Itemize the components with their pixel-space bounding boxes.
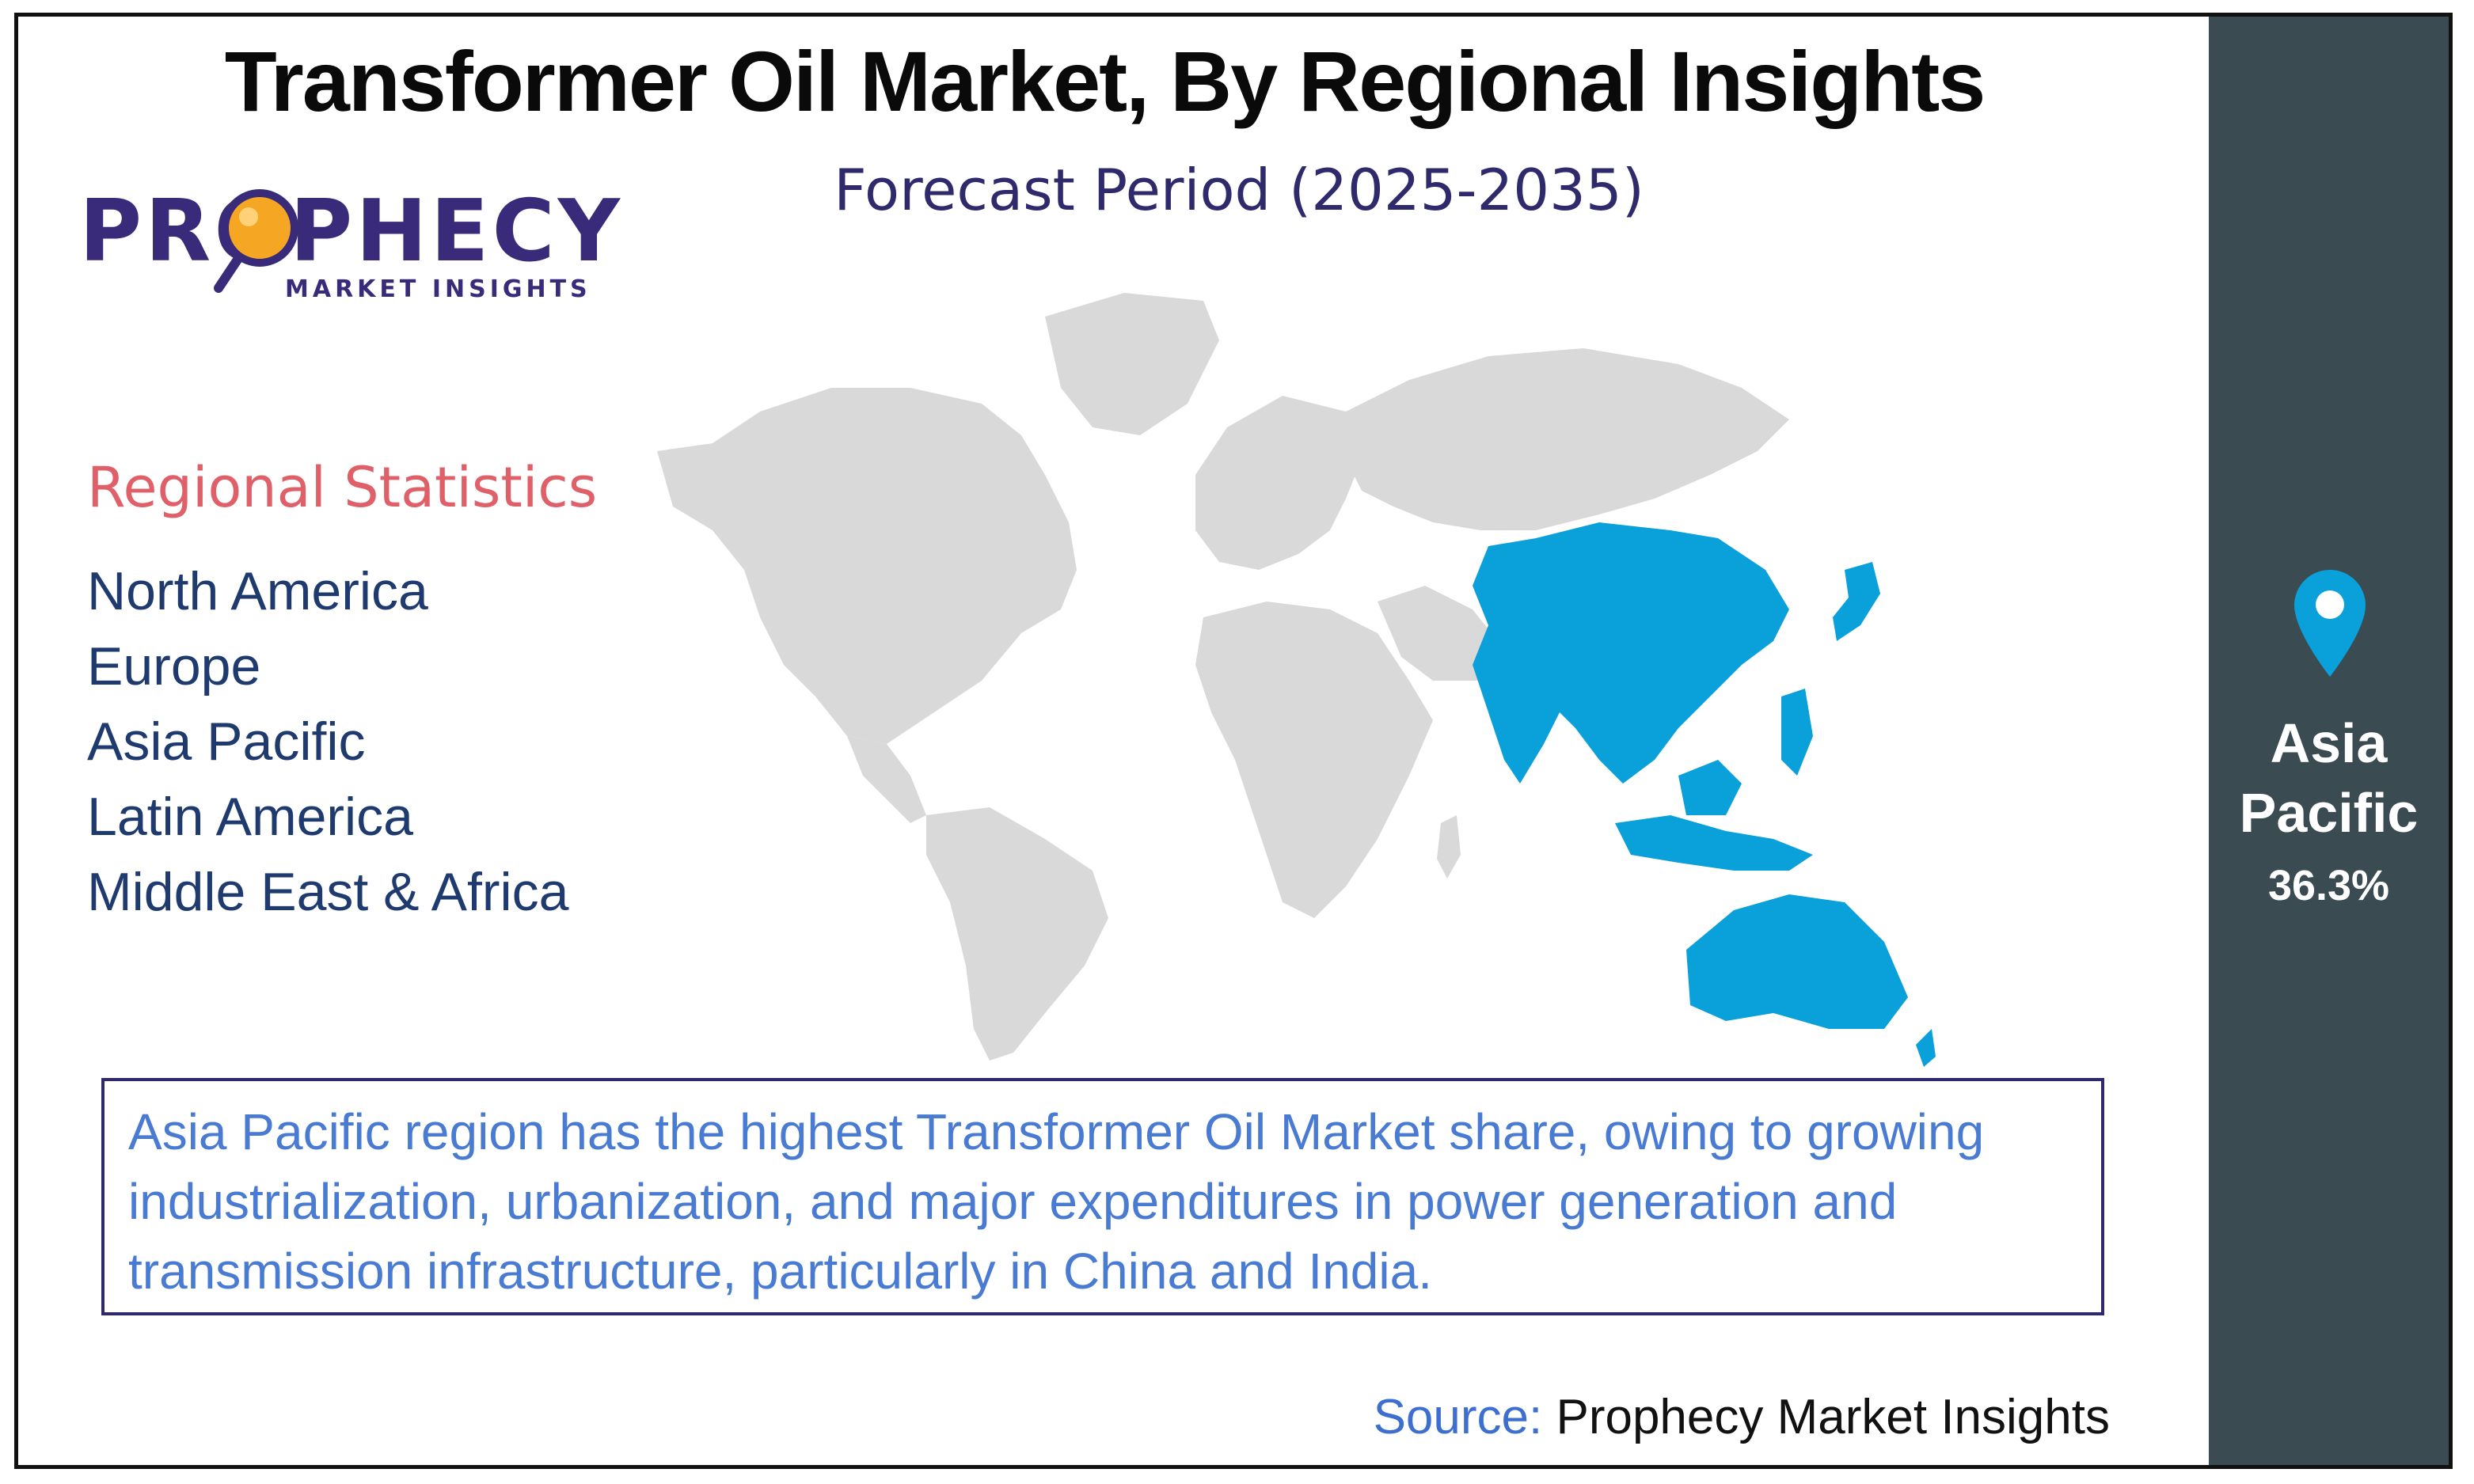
world-map	[657, 293, 1936, 1067]
map-greenland	[1045, 293, 1219, 435]
map-borneo	[1678, 760, 1742, 815]
map-europe	[1195, 396, 1362, 570]
map-central-america	[847, 736, 926, 823]
regional-statistics-heading: Regional Statistics	[87, 455, 598, 520]
map-middle-east	[1378, 586, 1504, 681]
logo-tagline: MARKET INSIGHTS	[285, 275, 591, 303]
source-label: Source:	[1373, 1390, 1543, 1444]
map-new-zealand	[1916, 1029, 1936, 1067]
map-africa	[1195, 602, 1433, 918]
source-line: Source: Prophecy Market Insights	[1374, 1389, 2110, 1445]
map-north-america	[657, 388, 1077, 744]
logo-wordmark: PROPHECY	[79, 182, 623, 281]
highlight-region-name: Asia Pacific	[2239, 712, 2419, 844]
magnifier-icon	[214, 189, 298, 293]
sidebar-panel	[2209, 17, 2449, 1465]
map-south-america	[926, 807, 1108, 1061]
region-list: North America Europe Asia Pacific Latin …	[87, 554, 568, 930]
insight-note-text: Asia Pacific region has the highest Tran…	[128, 1103, 1985, 1300]
list-item: Europe	[87, 636, 261, 696]
list-item: Latin America	[87, 787, 413, 847]
map-japan	[1833, 562, 1880, 641]
insight-note-box: Asia Pacific region has the highest Tran…	[101, 1078, 2104, 1315]
page-title: Transformer Oil Market, By Regional Insi…	[224, 33, 1986, 129]
location-pin-icon	[2294, 570, 2366, 677]
brand-logo: PROPHECY MARKET INSIGHTS	[79, 182, 620, 309]
map-australia	[1686, 894, 1908, 1029]
forecast-subtitle: Forecast Period (2025-2035)	[834, 157, 1644, 223]
list-item: Middle East & Africa	[87, 862, 569, 922]
highlight-region-share: 36.3%	[2267, 862, 2390, 909]
map-madagascar	[1437, 815, 1461, 879]
map-russia	[1346, 348, 1789, 530]
source-value: Prophecy Market Insights	[1556, 1390, 2110, 1444]
map-asia-pacific	[1473, 522, 1789, 784]
list-item: North America	[87, 561, 428, 621]
map-philippines	[1781, 689, 1813, 776]
list-item: Asia Pacific	[87, 712, 366, 772]
map-indonesia	[1615, 815, 1813, 871]
